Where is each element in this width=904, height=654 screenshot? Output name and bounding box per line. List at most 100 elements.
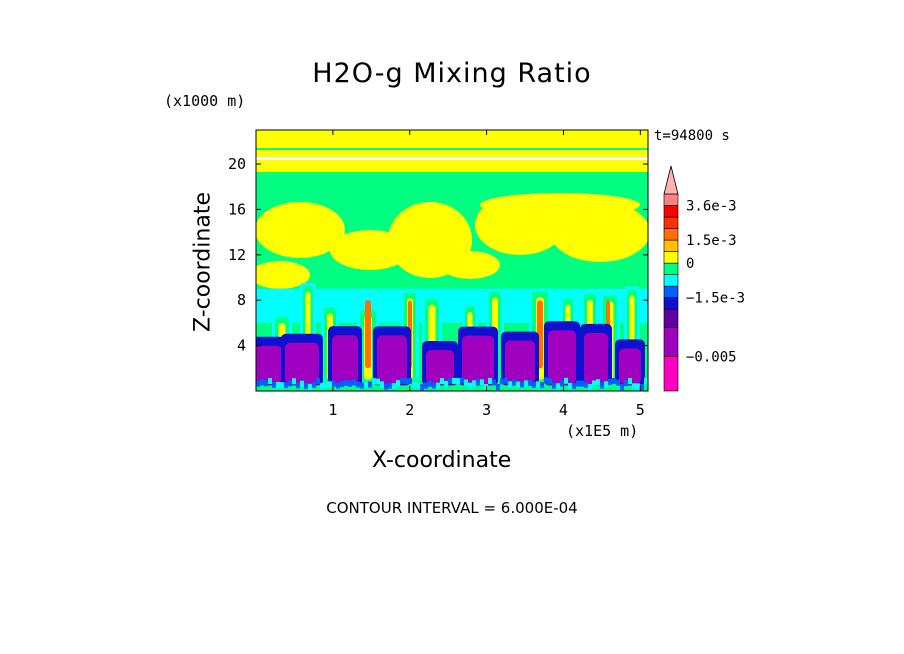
cell-core-9 [619, 348, 641, 385]
surface-noise [356, 381, 360, 388]
surface-noise [268, 378, 272, 385]
x-tick-label: 2 [405, 401, 414, 419]
y-tick-label: 12 [228, 246, 246, 264]
surface-noise [424, 382, 428, 389]
surface-noise [256, 380, 260, 387]
surface-noise [540, 382, 544, 389]
surface-noise [628, 378, 632, 385]
x-axis: 1 2 3 4 5 [328, 130, 645, 419]
y-axis: 4 8 12 16 20 [228, 155, 648, 355]
surface-noise [260, 379, 264, 386]
surface-noise [504, 377, 508, 384]
surface-noise [300, 380, 304, 387]
cell-core-5 [462, 335, 494, 385]
surface-noise [328, 381, 332, 388]
x-tick-label: 1 [328, 401, 337, 419]
surface-noise [460, 377, 464, 384]
yellow-blob-0 [256, 202, 345, 258]
surface-noise [452, 377, 456, 384]
surface-noise [336, 382, 340, 389]
yellow-blob-7 [256, 261, 310, 289]
surface-noise [492, 379, 496, 386]
surface-noise [400, 377, 404, 384]
surface-noise [496, 383, 500, 390]
surface-noise [348, 380, 352, 387]
surface-noise [464, 379, 468, 386]
colorbar: 3.6e-3 1.5e-3 0 −1.5e-3 −0.005 [663, 165, 745, 392]
surface-noise [640, 384, 644, 391]
surface-noise [616, 379, 620, 386]
yellow-blob-6 [440, 251, 500, 279]
surface-noise [324, 382, 328, 389]
surface-noise [548, 378, 552, 385]
cell-core-8 [584, 332, 608, 385]
surface-noise [468, 382, 472, 389]
chart-title: H2O-g Mixing Ratio [312, 58, 592, 89]
surface-noise [604, 381, 608, 388]
surface-noise [636, 383, 640, 390]
surface-noise [292, 378, 296, 385]
surface-noise [560, 380, 564, 387]
surface-noise [436, 382, 440, 389]
x-tick-label: 3 [482, 401, 491, 419]
upper-band-2 [256, 162, 648, 172]
surface-noise [408, 378, 412, 385]
surface-noise [608, 378, 612, 385]
colorbar-band [663, 216, 679, 229]
surface-noise [580, 380, 584, 387]
surface-noise [600, 382, 604, 389]
surface-noise [480, 379, 484, 386]
surface-noise [264, 380, 268, 387]
surface-noise [472, 380, 476, 387]
surface-noise [416, 382, 420, 389]
cell-core-0 [256, 345, 282, 385]
surface-noise [280, 382, 284, 389]
surface-noise [308, 383, 312, 390]
y-axis-unit: (x1000 m) [164, 92, 246, 110]
cell-core-1 [285, 342, 319, 385]
surface-noise [592, 380, 596, 387]
colorbar-band [663, 297, 679, 310]
surface-noise [360, 382, 364, 389]
surface-noise [568, 382, 572, 389]
colorbar-band [663, 308, 679, 328]
surface-noise [644, 377, 648, 384]
contour-interval-label: CONTOUR INTERVAL = 6.000E-04 [326, 499, 578, 517]
surface-noise [392, 383, 396, 390]
y-tick-label: 4 [237, 337, 246, 355]
white-line [256, 157, 648, 160]
surface-noise [340, 381, 344, 388]
colorbar-label: −1.5e-3 [686, 291, 745, 307]
cell-core-7 [548, 330, 576, 385]
surface-noise [484, 383, 488, 390]
plot-frame [255, 129, 649, 392]
surface-noise [476, 378, 480, 385]
time-label: t=94800 s [654, 128, 730, 144]
surface-noise [432, 382, 436, 389]
surface-noise [372, 378, 376, 385]
surface-noise [544, 377, 548, 384]
surface-noise [380, 381, 384, 388]
surface-noise [288, 380, 292, 387]
surface-noise [332, 380, 336, 387]
surface-noise [512, 379, 516, 386]
surface-noise [284, 382, 288, 389]
colorbar-band [663, 228, 679, 241]
y-axis-label: Z-coordinate [190, 192, 216, 332]
surface-noise [448, 377, 452, 384]
colorbar-band [663, 285, 679, 298]
surface-noise [624, 380, 628, 387]
surface-noise [412, 382, 416, 389]
surface-noise [444, 380, 448, 387]
x-axis-label: X-coordinate [372, 448, 512, 473]
surface-noise [304, 382, 308, 389]
colorbar-band [663, 274, 679, 287]
surface-noise [296, 382, 300, 389]
surface-noise [552, 382, 556, 389]
surface-noise [428, 380, 432, 387]
surface-noise [528, 379, 532, 386]
y-tick-label: 8 [237, 291, 246, 309]
colorbar-label: −0.005 [686, 349, 737, 365]
surface-noise [368, 381, 372, 388]
